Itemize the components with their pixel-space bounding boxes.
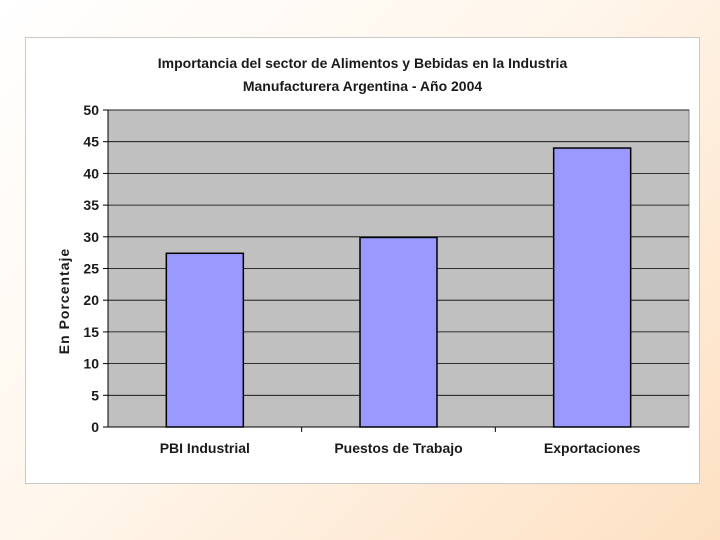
- y-tick-label: 10: [83, 356, 99, 372]
- y-tick-label: 20: [83, 292, 99, 308]
- bar-1: [165, 252, 245, 428]
- y-tick-label: 5: [91, 387, 99, 403]
- x-category-label: Exportaciones: [544, 440, 641, 456]
- x-category-label: Puestos de Trabajo: [334, 440, 462, 456]
- y-tick-label: 35: [83, 197, 99, 213]
- x-category-label: PBI Industrial: [160, 440, 250, 456]
- y-tick-label: 25: [83, 261, 99, 277]
- chart-plot: 0 5 10 15 20 25 30 35 40 45 50 PBI Industrial Puesto…: [83, 102, 690, 456]
- chart-title-line-1: Importancia del sector de Alimentos y Be…: [157, 55, 568, 71]
- chart-card: Importancia del sector de Alimentos y Be…: [25, 37, 700, 484]
- y-tick-label: 40: [83, 165, 99, 181]
- y-tick-label: 50: [83, 102, 99, 118]
- y-tick-label: 30: [83, 229, 99, 245]
- chart-title-line-2: Manufacturera Argentina - Año 2004: [242, 78, 483, 94]
- y-tick-label: 0: [91, 419, 99, 435]
- bar-2: [359, 236, 438, 428]
- bar-3: [552, 147, 632, 428]
- y-tick-label: 15: [83, 324, 99, 340]
- y-tick-label: 45: [83, 134, 99, 150]
